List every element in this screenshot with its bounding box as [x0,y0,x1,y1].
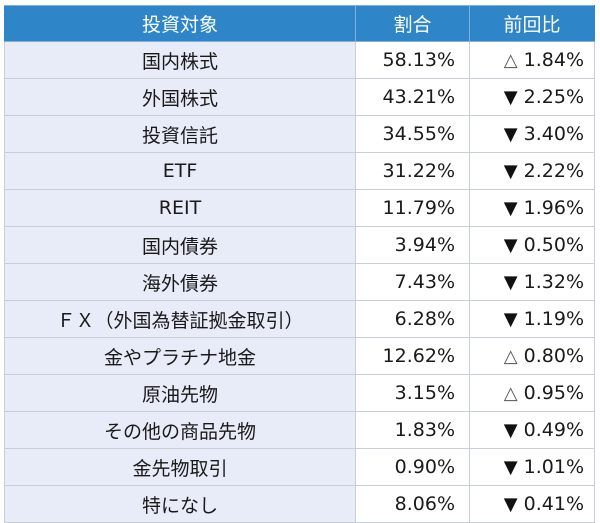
row-change: ▼ 0.41% [469,485,595,523]
row-change-value: 1.32% [523,271,584,293]
row-label: 海外債券 [4,263,356,301]
row-change-value: 1.96% [523,197,584,219]
row-share: 8.06% [355,485,470,523]
row-share: 34.55% [355,115,470,153]
row-share: 3.15% [355,374,470,412]
row-change: ▼ 0.50% [469,226,595,264]
row-label: 国内債券 [4,226,356,264]
triangle-up-outline-icon: △ [503,383,518,404]
triangle-up-outline-icon: △ [503,346,518,367]
row-share: 7.43% [355,263,470,301]
row-change: ▼ 1.96% [469,189,595,227]
row-share: 43.21% [355,78,470,116]
table-body: 国内株式 58.13% △ 1.84% 外国株式 43.21% ▼ 2.25% 投資信託 34.5… [4,41,595,523]
table-row: 金先物取引 0.90% ▼ 1.01% [4,448,595,486]
header-change-vs-previous: 前回比 [469,5,595,42]
row-change-value: 2.25% [523,86,584,108]
row-change: △ 0.95% [469,374,595,412]
triangle-down-filled-icon: ▼ [503,161,518,182]
row-share: 31.22% [355,152,470,190]
row-label: 金やプラチナ地金 [4,337,356,375]
row-change-value: 0.49% [523,419,584,441]
table-row: ETF 31.22% ▼ 2.22% [4,152,595,190]
row-share: 6.28% [355,300,470,338]
table-row: 金やプラチナ地金 12.62% △ 0.80% [4,337,595,375]
row-change-value: 3.40% [523,123,584,145]
table-row: REIT 11.79% ▼ 1.96% [4,189,595,227]
row-share: 0.90% [355,448,470,486]
row-change: ▼ 1.19% [469,300,595,338]
table-row: 国内債券 3.94% ▼ 0.50% [4,226,595,264]
row-label: REIT [4,189,356,227]
row-change-value: 0.50% [523,234,584,256]
row-label: 原油先物 [4,374,356,412]
row-label: 特になし [4,485,356,523]
table-row: その他の商品先物 1.83% ▼ 0.49% [4,411,595,449]
row-label: ETF [4,152,356,190]
row-label: その他の商品先物 [4,411,356,449]
row-change-value: 1.84% [523,49,584,71]
table-row: 外国株式 43.21% ▼ 2.25% [4,78,595,116]
row-change: ▼ 2.22% [469,152,595,190]
triangle-down-filled-icon: ▼ [503,124,518,145]
table-row: 特になし 8.06% ▼ 0.41% [4,485,595,523]
row-change: ▼ 1.01% [469,448,595,486]
row-change: ▼ 2.25% [469,78,595,116]
row-label: ＦＸ（外国為替証拠金取引） [4,300,356,338]
row-share: 12.62% [355,337,470,375]
row-change: ▼ 0.49% [469,411,595,449]
row-change: △ 1.84% [469,41,595,79]
table-row: 国内株式 58.13% △ 1.84% [4,41,595,79]
row-label: 外国株式 [4,78,356,116]
table-row: 原油先物 3.15% △ 0.95% [4,374,595,412]
header-share: 割合 [355,5,470,42]
investment-table-container: 投資対象 割合 前回比 国内株式 58.13% △ 1.84% 外国株式 43.21% ▼ 2… [4,5,595,523]
row-share: 1.83% [355,411,470,449]
table-header-row: 投資対象 割合 前回比 [4,5,595,42]
row-change: △ 0.80% [469,337,595,375]
row-change: ▼ 3.40% [469,115,595,153]
table-row: 海外債券 7.43% ▼ 1.32% [4,263,595,301]
row-change-value: 2.22% [523,160,584,182]
header-investment-target: 投資対象 [4,5,356,42]
triangle-down-filled-icon: ▼ [503,309,518,330]
triangle-down-filled-icon: ▼ [503,494,518,515]
row-change-value: 1.01% [523,456,584,478]
row-share: 58.13% [355,41,470,79]
triangle-up-outline-icon: △ [503,50,518,71]
row-change-value: 0.80% [523,345,584,367]
row-share: 11.79% [355,189,470,227]
row-label: 国内株式 [4,41,356,79]
row-change: ▼ 1.32% [469,263,595,301]
triangle-down-filled-icon: ▼ [503,235,518,256]
row-share: 3.94% [355,226,470,264]
row-change-value: 1.19% [523,308,584,330]
triangle-down-filled-icon: ▼ [503,420,518,441]
table-row: 投資信託 34.55% ▼ 3.40% [4,115,595,153]
triangle-down-filled-icon: ▼ [503,87,518,108]
table-row: ＦＸ（外国為替証拠金取引） 6.28% ▼ 1.19% [4,300,595,338]
row-change-value: 0.95% [523,382,584,404]
row-label: 投資信託 [4,115,356,153]
triangle-down-filled-icon: ▼ [503,457,518,478]
row-change-value: 0.41% [523,493,584,515]
triangle-down-filled-icon: ▼ [503,198,518,219]
row-label: 金先物取引 [4,448,356,486]
investment-share-table: 投資対象 割合 前回比 国内株式 58.13% △ 1.84% 外国株式 43.21% ▼ 2… [4,5,595,523]
triangle-down-filled-icon: ▼ [503,272,518,293]
